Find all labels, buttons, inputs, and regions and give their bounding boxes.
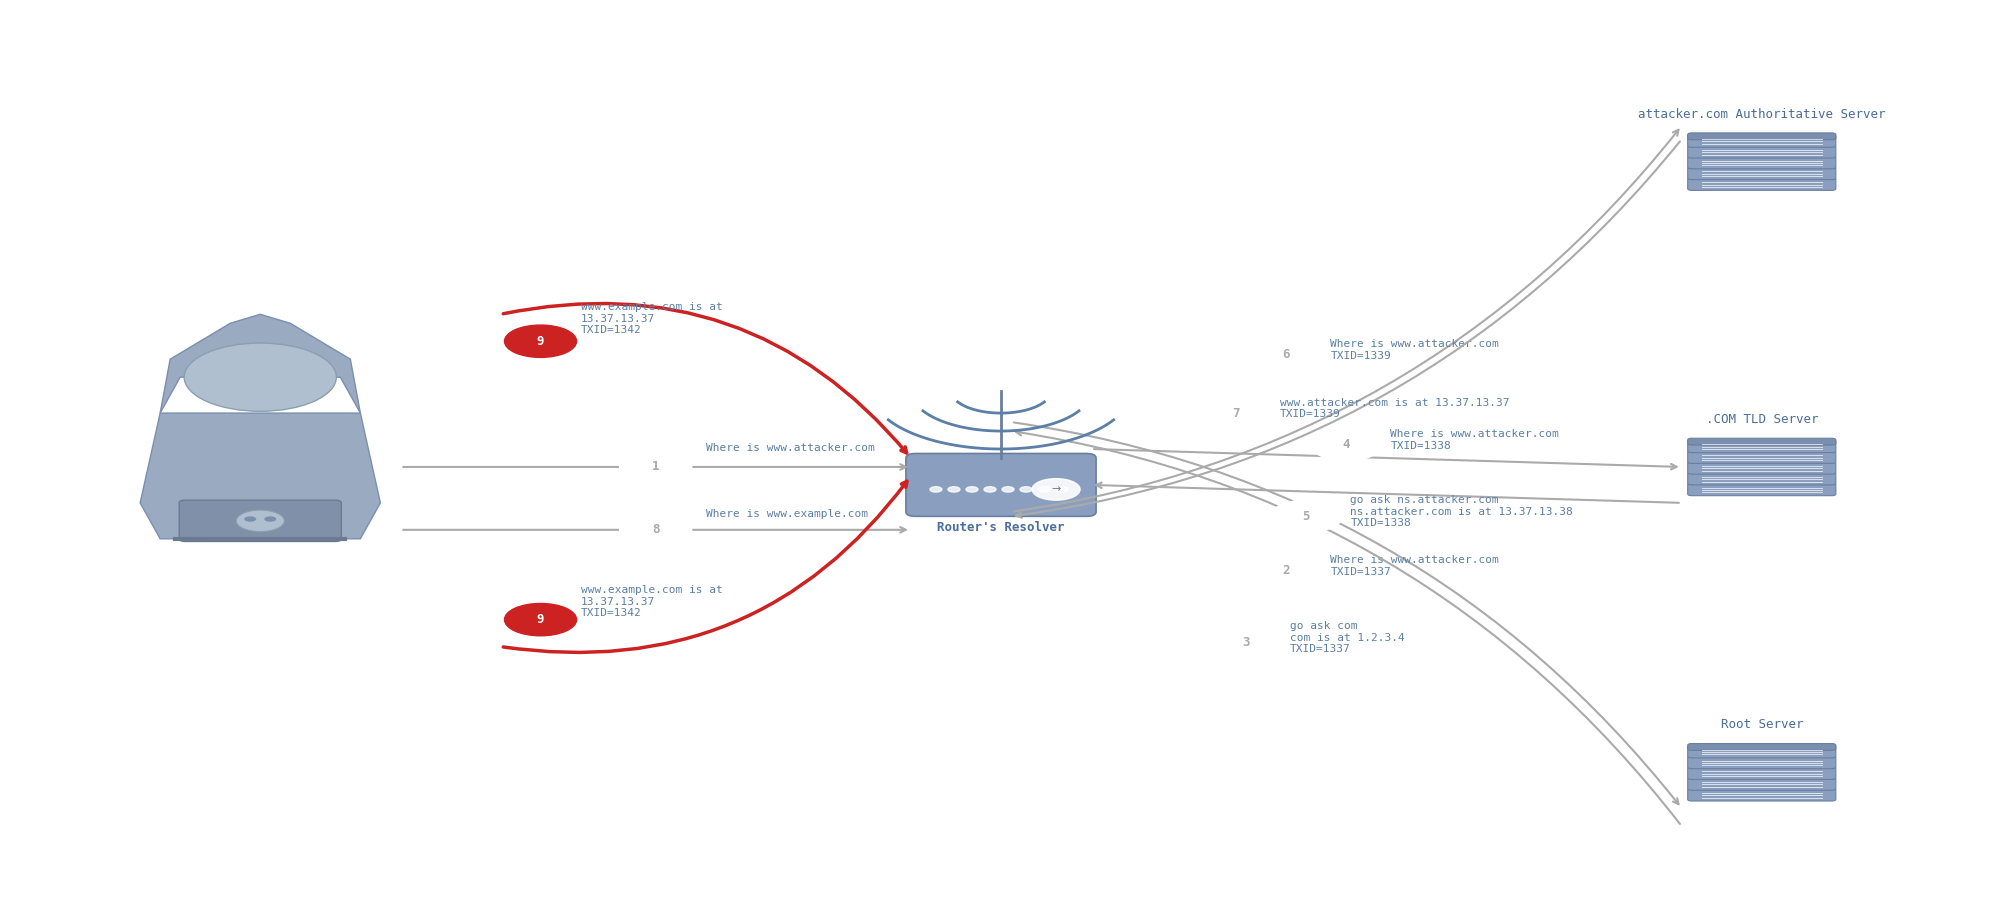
FancyBboxPatch shape [180, 500, 340, 541]
Circle shape [1309, 428, 1381, 461]
Circle shape [1249, 554, 1321, 586]
Text: www.example.com is at
13.37.13.37
TXID=1342: www.example.com is at 13.37.13.37 TXID=1… [581, 303, 723, 335]
FancyBboxPatch shape [1688, 472, 1836, 485]
Text: www.attacker.com is at 13.37.13.37
TXID=1339: www.attacker.com is at 13.37.13.37 TXID=… [1281, 398, 1510, 419]
FancyBboxPatch shape [905, 453, 1097, 516]
Text: →: → [1051, 484, 1061, 495]
Text: Router's Resolver: Router's Resolver [937, 521, 1065, 533]
FancyBboxPatch shape [1688, 767, 1836, 779]
Text: 5: 5 [1303, 510, 1309, 523]
Text: Where is www.attacker.com
TXID=1339: Where is www.attacker.com TXID=1339 [1329, 339, 1499, 361]
FancyBboxPatch shape [1688, 167, 1836, 180]
Text: 2: 2 [1283, 564, 1289, 577]
FancyBboxPatch shape [1688, 744, 1836, 751]
Text: go ask ns.attacker.com
ns.attacker.com is at 13.37.13.38
TXID=1338: go ask ns.attacker.com ns.attacker.com i… [1349, 496, 1574, 528]
FancyBboxPatch shape [1688, 788, 1836, 801]
FancyBboxPatch shape [1688, 483, 1836, 496]
Circle shape [985, 487, 997, 492]
Circle shape [505, 603, 577, 636]
Text: Where is www.attacker.com
TXID=1337: Where is www.attacker.com TXID=1337 [1329, 555, 1499, 577]
Circle shape [1269, 500, 1341, 533]
FancyBboxPatch shape [1688, 440, 1836, 453]
Text: 4: 4 [1343, 438, 1349, 451]
Text: 9: 9 [537, 335, 545, 348]
Text: Root Server: Root Server [1720, 718, 1804, 731]
Circle shape [929, 487, 943, 492]
Circle shape [236, 510, 284, 532]
Text: 7: 7 [1233, 407, 1239, 419]
Text: go ask com
com is at 1.2.3.4
TXID=1337: go ask com com is at 1.2.3.4 TXID=1337 [1289, 621, 1405, 654]
Text: 6: 6 [1283, 348, 1289, 361]
FancyBboxPatch shape [1688, 438, 1836, 445]
Text: www.example.com is at
13.37.13.37
TXID=1342: www.example.com is at 13.37.13.37 TXID=1… [581, 585, 723, 618]
Circle shape [1003, 487, 1015, 492]
Text: Where is www.example.com: Where is www.example.com [705, 509, 867, 519]
FancyBboxPatch shape [1688, 178, 1836, 190]
FancyBboxPatch shape [1688, 462, 1836, 474]
Circle shape [967, 487, 979, 492]
Polygon shape [140, 413, 380, 539]
FancyBboxPatch shape [1688, 145, 1836, 158]
Circle shape [184, 343, 336, 411]
FancyBboxPatch shape [1688, 745, 1836, 758]
Text: 8: 8 [653, 524, 659, 536]
FancyBboxPatch shape [1688, 133, 1836, 140]
Circle shape [1057, 487, 1069, 492]
Text: .COM TLD Server: .COM TLD Server [1706, 413, 1818, 426]
Text: Where is www.attacker.com: Where is www.attacker.com [705, 444, 875, 453]
Circle shape [1033, 479, 1079, 500]
Polygon shape [160, 314, 360, 413]
Circle shape [949, 487, 961, 492]
Text: attacker.com Authoritative Server: attacker.com Authoritative Server [1638, 108, 1886, 120]
Text: Where is www.attacker.com
TXID=1338: Where is www.attacker.com TXID=1338 [1389, 429, 1560, 451]
FancyBboxPatch shape [1688, 451, 1836, 463]
Circle shape [1209, 626, 1281, 658]
Circle shape [244, 516, 256, 522]
Text: 1: 1 [653, 461, 659, 473]
Text: 3: 3 [1243, 636, 1249, 648]
FancyBboxPatch shape [1688, 135, 1836, 147]
Text: 9: 9 [537, 613, 545, 626]
Circle shape [619, 514, 691, 546]
Circle shape [619, 451, 691, 483]
Circle shape [1199, 397, 1273, 429]
FancyBboxPatch shape [1688, 778, 1836, 790]
FancyBboxPatch shape [1688, 156, 1836, 169]
Circle shape [264, 516, 276, 522]
Circle shape [505, 325, 577, 357]
Circle shape [1249, 339, 1321, 371]
FancyBboxPatch shape [1688, 756, 1836, 769]
Circle shape [1039, 487, 1051, 492]
Circle shape [1021, 487, 1033, 492]
